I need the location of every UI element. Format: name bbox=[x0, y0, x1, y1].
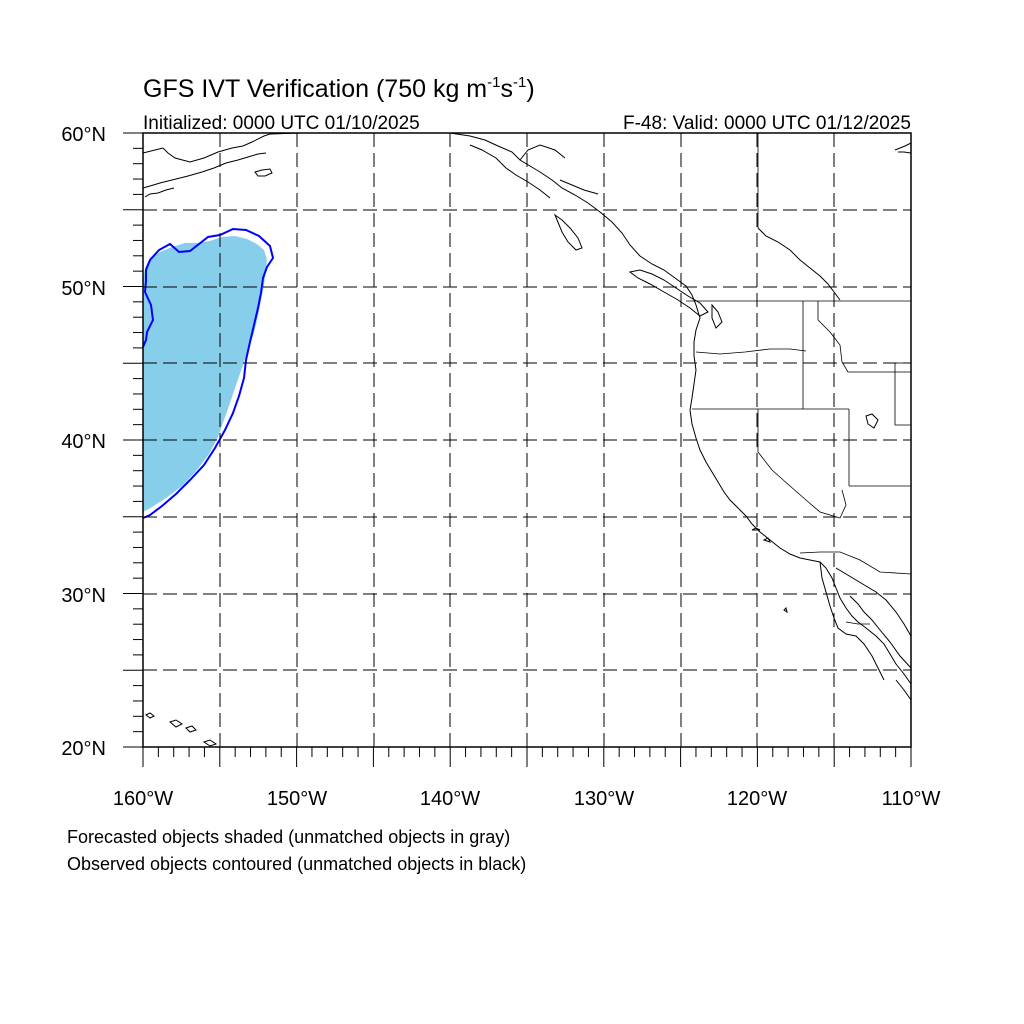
observed-note: Observed objects contoured (unmatched ob… bbox=[67, 854, 526, 874]
lon-label-120w: 120°W bbox=[727, 788, 787, 810]
title-exp2: -1 bbox=[513, 74, 526, 91]
valid-label: F-48: Valid: 0000 UTC 01/12/2025 bbox=[623, 113, 911, 134]
longitude-labels: 160°W 150°W 140°W 130°W 120°W 110°W bbox=[113, 788, 941, 810]
graticule bbox=[143, 133, 911, 747]
lon-label-160w: 160°W bbox=[113, 788, 173, 810]
title-mid: s bbox=[500, 75, 513, 103]
lat-label-50: 50°N bbox=[61, 278, 106, 300]
title-main: GFS IVT Verification (750 kg m bbox=[143, 75, 487, 103]
lat-label-30: 30°N bbox=[61, 585, 106, 607]
lon-label-130w: 130°W bbox=[574, 788, 634, 810]
political-borders bbox=[686, 133, 912, 625]
initialized-label: Initialized: 0000 UTC 01/10/2025 bbox=[143, 113, 420, 134]
coastlines bbox=[142, 132, 912, 747]
title-exp1: -1 bbox=[487, 74, 500, 91]
title-close: ) bbox=[526, 75, 534, 103]
lat-label-40: 40°N bbox=[61, 431, 106, 453]
forecast-object-shaded bbox=[143, 236, 267, 512]
lon-label-110w: 110°W bbox=[882, 788, 941, 810]
map-title: GFS IVT Verification (750 kg m-1s-1) bbox=[143, 74, 535, 103]
latitude-labels: 60°N 50°N 40°N 30°N 20°N bbox=[61, 124, 106, 760]
lat-label-60: 60°N bbox=[61, 124, 106, 146]
lon-label-140w: 140°W bbox=[420, 788, 480, 810]
forecast-note: Forecasted objects shaded (unmatched obj… bbox=[67, 827, 510, 847]
observed-object-contour bbox=[142, 227, 275, 519]
lat-label-20: 20°N bbox=[61, 738, 106, 760]
lon-label-150w: 150°W bbox=[267, 788, 327, 810]
axis-ticks bbox=[123, 132, 912, 767]
